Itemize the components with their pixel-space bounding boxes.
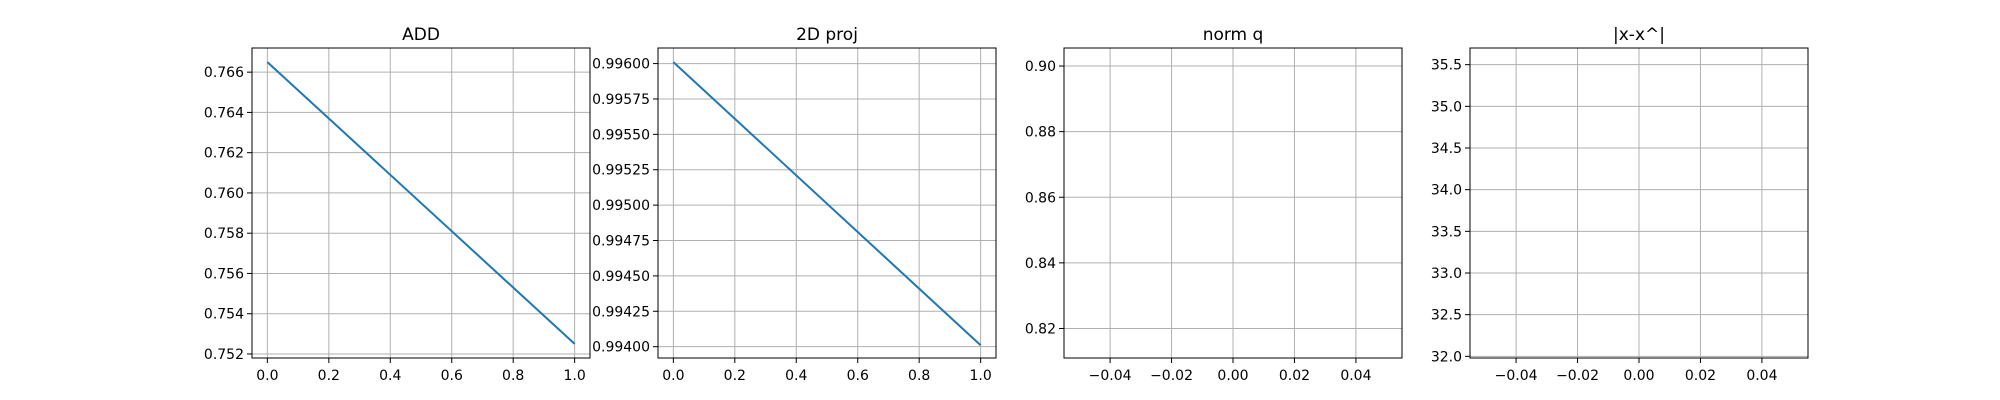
plot-frame: [657, 47, 997, 359]
y-tick-label: 0.766: [204, 65, 244, 81]
y-tick-label: 0.99600: [592, 57, 650, 73]
x-tick-label: 0.8: [502, 368, 524, 384]
y-tick-label: 0.752: [204, 347, 244, 363]
y-tick-label: 0.99575: [592, 92, 650, 108]
series-line: [266, 61, 576, 345]
chart-panel-4: −0.04 −0.02 0.00 0.02 0.04 32.0 32.5 33.0 33.5 34…: [1431, 25, 1809, 384]
y-tick-label: 0.84: [1025, 256, 1056, 272]
y-tick-label: 33.5: [1431, 224, 1462, 240]
x-tick-label: 0.00: [1217, 368, 1248, 384]
chart-panel-1: 0.0 0.2 0.4 0.6 0.8 1.0 0.752 0.754 0.756 0.758 0.…: [204, 25, 591, 384]
y-tick-label: 0.99400: [592, 340, 650, 356]
chart-panel-2: 0.0 0.2 0.4 0.6 0.8 1.0 0.99400 0.99425 0.99450 0…: [592, 25, 997, 384]
x-tick-label: 0.04: [1746, 368, 1777, 384]
x-tick-label: 0.2: [724, 368, 746, 384]
x-tick-label: 0.2: [318, 368, 340, 384]
y-tick-label: 0.99450: [592, 269, 650, 285]
x-tick-label: −0.04: [1089, 368, 1132, 384]
y-tick-label: 33.0: [1431, 266, 1462, 282]
y-tick-label: 0.86: [1025, 190, 1056, 206]
y-tick-label: 0.99475: [592, 234, 650, 250]
y-tick-label: 34.5: [1431, 141, 1462, 157]
chart-panel-3: −0.04 −0.02 0.00 0.02 0.04 0.82 0.84 0.86 0.88 0.…: [1025, 25, 1403, 384]
x-tick-label: −0.02: [1556, 368, 1599, 384]
chart-title: 2D proj: [796, 25, 858, 45]
x-tick-label: 0.02: [1279, 368, 1310, 384]
x-tick-label: −0.04: [1495, 368, 1538, 384]
y-tick-label: 0.99550: [592, 127, 650, 143]
y-tick-label: 0.90: [1025, 59, 1056, 75]
y-tick-label: 0.88: [1025, 125, 1056, 141]
series-line: [672, 61, 982, 346]
y-tick-label: 35.0: [1431, 99, 1462, 115]
x-tick-label: 0.4: [379, 368, 401, 384]
plot-frame: [251, 47, 591, 359]
y-tick-label: 0.82: [1025, 321, 1056, 337]
y-tick-label: 0.99425: [592, 304, 650, 320]
y-tick-label: 0.754: [204, 307, 244, 323]
x-tick-label: 0.00: [1623, 368, 1654, 384]
y-tick-label: 32.0: [1431, 349, 1462, 365]
chart-title: norm q: [1203, 25, 1264, 45]
x-tick-label: 0.04: [1340, 368, 1371, 384]
y-tick-label: 34.0: [1431, 183, 1462, 199]
chart-title: ADD: [402, 25, 440, 45]
y-tick-label: 0.758: [204, 226, 244, 242]
x-tick-label: 0.02: [1685, 368, 1716, 384]
x-tick-label: 1.0: [970, 368, 992, 384]
x-tick-label: 0.4: [785, 368, 807, 384]
x-tick-label: 0.6: [441, 368, 463, 384]
y-tick-label: 0.756: [204, 266, 244, 282]
y-tick-label: 35.5: [1431, 58, 1462, 74]
chart-title: |x-x^|: [1613, 25, 1665, 45]
x-tick-label: 0.0: [662, 368, 684, 384]
x-tick-label: 0.6: [847, 368, 869, 384]
x-tick-label: 0.0: [256, 368, 278, 384]
y-tick-label: 0.99500: [592, 198, 650, 214]
y-tick-label: 0.762: [204, 146, 244, 162]
x-tick-label: −0.02: [1150, 368, 1193, 384]
x-tick-label: 1.0: [564, 368, 586, 384]
x-tick-label: 0.8: [908, 368, 930, 384]
y-tick-label: 0.760: [204, 186, 244, 202]
y-tick-label: 0.764: [204, 105, 244, 121]
y-tick-label: 0.99525: [592, 163, 650, 179]
y-tick-label: 32.5: [1431, 308, 1462, 324]
